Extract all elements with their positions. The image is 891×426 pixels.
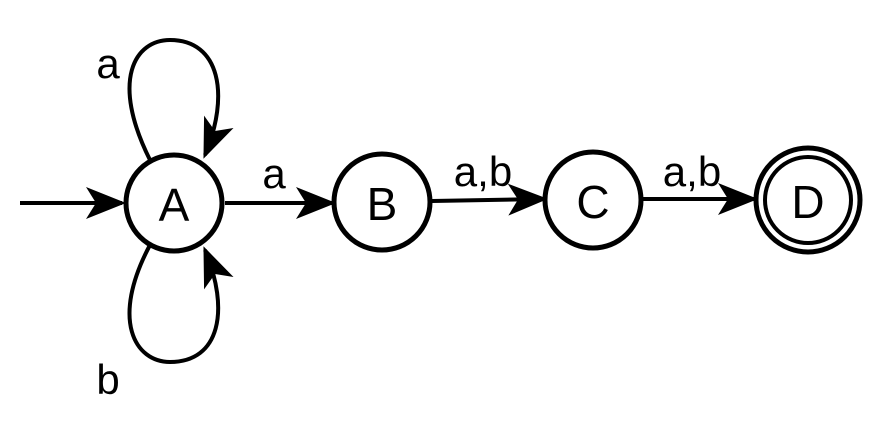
edge-b-to-c (431, 183, 548, 216)
self-loop-top-edge (127, 37, 234, 161)
self-loop-top-label: a (96, 40, 120, 87)
self-loop-bottom-label: b (96, 356, 119, 403)
edge-b-to-c-label: a,b (454, 148, 512, 195)
self-loop-bottom-edge (127, 244, 234, 365)
state-d-accepting: D (753, 145, 863, 255)
state-b-label: B (367, 178, 398, 230)
state-c: C (542, 149, 644, 251)
edge-a-to-b-label: a (262, 150, 286, 197)
state-a: A (123, 152, 225, 254)
state-c-label: C (576, 176, 609, 228)
state-a-label: A (159, 179, 190, 231)
edge-c-to-d-label: a,b (663, 148, 721, 195)
state-d-label: D (791, 176, 824, 228)
state-b: B (331, 151, 433, 253)
